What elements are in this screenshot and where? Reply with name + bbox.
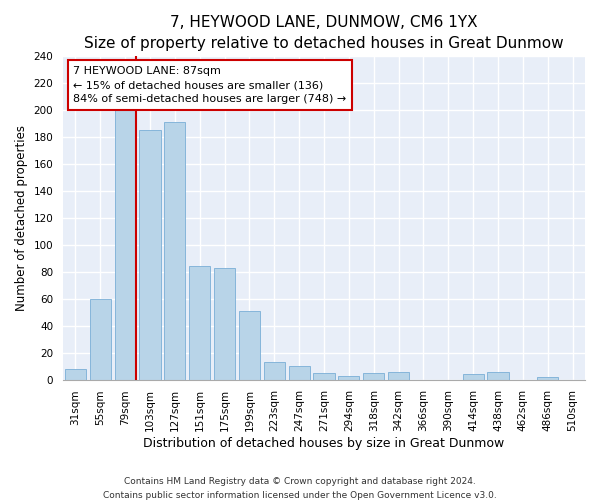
- Bar: [115, 109, 136, 380]
- Bar: [214, 268, 235, 380]
- Bar: [139, 130, 161, 380]
- Bar: [463, 374, 484, 380]
- Bar: [239, 311, 260, 380]
- Bar: [289, 366, 310, 380]
- Bar: [537, 377, 558, 380]
- Bar: [388, 372, 409, 380]
- Title: 7, HEYWOOD LANE, DUNMOW, CM6 1YX
Size of property relative to detached houses in: 7, HEYWOOD LANE, DUNMOW, CM6 1YX Size of…: [84, 15, 564, 51]
- Bar: [189, 266, 210, 380]
- Bar: [363, 373, 384, 380]
- Bar: [313, 373, 335, 380]
- Bar: [487, 372, 509, 380]
- Text: 7 HEYWOOD LANE: 87sqm
← 15% of detached houses are smaller (136)
84% of semi-det: 7 HEYWOOD LANE: 87sqm ← 15% of detached …: [73, 66, 347, 104]
- Y-axis label: Number of detached properties: Number of detached properties: [15, 125, 28, 311]
- Bar: [65, 369, 86, 380]
- Bar: [90, 299, 111, 380]
- Bar: [264, 362, 285, 380]
- Bar: [164, 122, 185, 380]
- X-axis label: Distribution of detached houses by size in Great Dunmow: Distribution of detached houses by size …: [143, 437, 505, 450]
- Text: Contains HM Land Registry data © Crown copyright and database right 2024.
Contai: Contains HM Land Registry data © Crown c…: [103, 478, 497, 500]
- Bar: [338, 376, 359, 380]
